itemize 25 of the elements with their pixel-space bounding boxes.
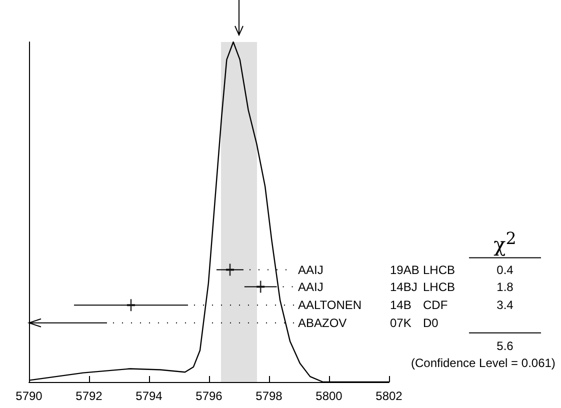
text: 19AB	[390, 262, 420, 277]
annotation: AAIJ	[298, 280, 324, 294]
x-tick-label: 5790	[16, 389, 43, 403]
text: (Confidence Level = 0.061)	[411, 356, 556, 370]
text: CDF	[423, 298, 448, 312]
text: 1.8	[496, 280, 514, 294]
text: 07K	[390, 316, 412, 330]
text: 14BJ	[390, 280, 418, 294]
x-tick-label: 5796	[196, 389, 223, 403]
text: D0	[423, 316, 438, 330]
text: χ$^{2}$	[494, 228, 516, 256]
x-tick-label: 5792	[76, 389, 103, 403]
annotation: AAIJ	[298, 262, 324, 277]
annotation: ABAZOV	[298, 316, 347, 330]
x-tick-label: 5802	[376, 389, 403, 403]
text: 0.4	[496, 262, 514, 277]
x-tick-label: 5798	[256, 389, 283, 403]
text: LHCB	[423, 280, 456, 294]
text: 14B	[390, 298, 412, 312]
text: 5.6	[496, 338, 514, 353]
annotation: AALTONEN	[298, 298, 362, 312]
text: 3.4	[496, 298, 514, 312]
x-tick-label: 5800	[316, 389, 343, 403]
x-tick-label: 5794	[136, 389, 163, 403]
text: LHCB	[423, 262, 456, 277]
